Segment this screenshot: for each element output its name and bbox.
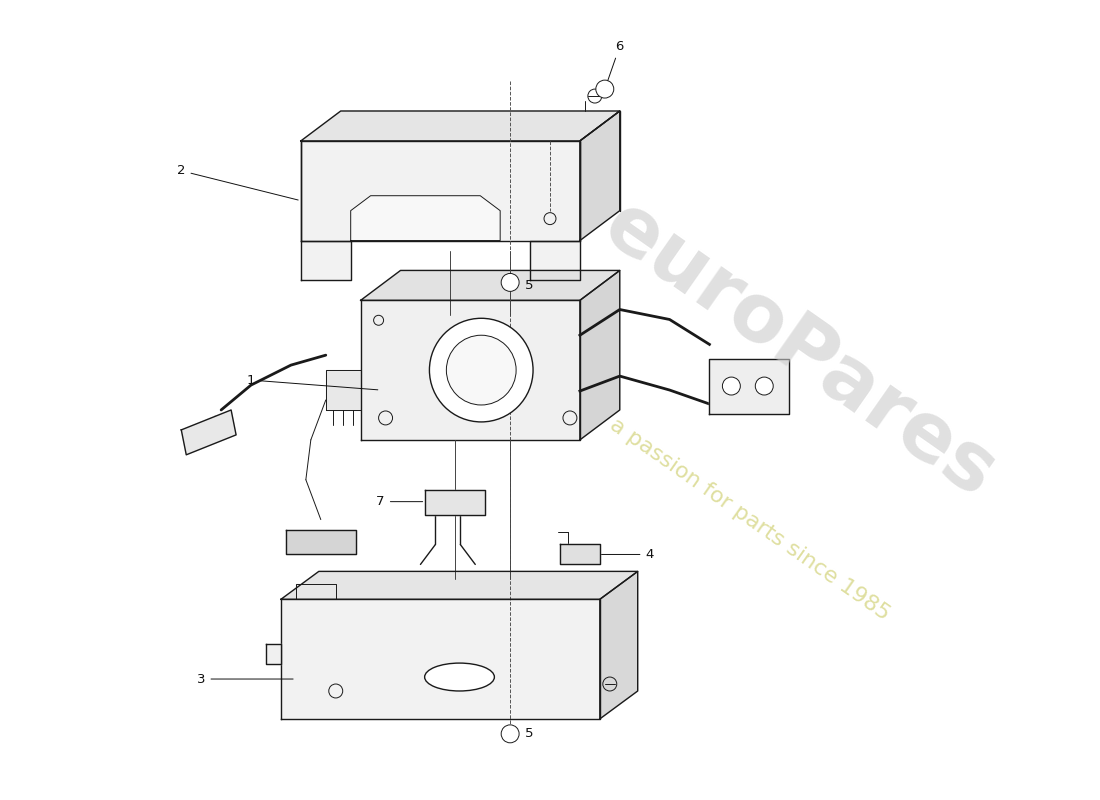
Polygon shape xyxy=(361,270,619,300)
Circle shape xyxy=(502,274,519,291)
Circle shape xyxy=(723,377,740,395)
Polygon shape xyxy=(580,270,619,440)
Circle shape xyxy=(756,377,773,395)
Polygon shape xyxy=(710,359,789,414)
Text: a passion for parts since 1985: a passion for parts since 1985 xyxy=(606,414,893,624)
Polygon shape xyxy=(361,300,580,440)
Text: 5: 5 xyxy=(525,279,533,292)
Polygon shape xyxy=(292,539,300,547)
Text: 7: 7 xyxy=(376,495,422,508)
Polygon shape xyxy=(182,410,236,455)
Text: 3: 3 xyxy=(197,673,293,686)
Polygon shape xyxy=(301,241,351,281)
Polygon shape xyxy=(301,141,580,241)
Circle shape xyxy=(429,318,534,422)
Polygon shape xyxy=(426,490,485,514)
Text: 6: 6 xyxy=(606,40,624,86)
Text: euroPares: euroPares xyxy=(588,186,1010,514)
Circle shape xyxy=(502,725,519,743)
Text: 2: 2 xyxy=(177,164,298,200)
Polygon shape xyxy=(580,111,619,241)
Polygon shape xyxy=(337,539,344,547)
Polygon shape xyxy=(280,571,638,599)
Polygon shape xyxy=(530,241,580,281)
Polygon shape xyxy=(307,539,315,547)
Polygon shape xyxy=(326,370,361,410)
Ellipse shape xyxy=(425,663,494,691)
Text: 5: 5 xyxy=(525,727,533,740)
Polygon shape xyxy=(322,539,330,547)
Polygon shape xyxy=(266,644,280,664)
Polygon shape xyxy=(296,584,336,599)
Polygon shape xyxy=(600,571,638,719)
Polygon shape xyxy=(351,196,501,241)
Polygon shape xyxy=(560,545,600,565)
Text: 1: 1 xyxy=(246,374,377,390)
Circle shape xyxy=(596,80,614,98)
Text: 4: 4 xyxy=(583,548,653,561)
Polygon shape xyxy=(286,530,355,554)
Polygon shape xyxy=(301,111,619,141)
Circle shape xyxy=(447,335,516,405)
Polygon shape xyxy=(280,599,600,719)
